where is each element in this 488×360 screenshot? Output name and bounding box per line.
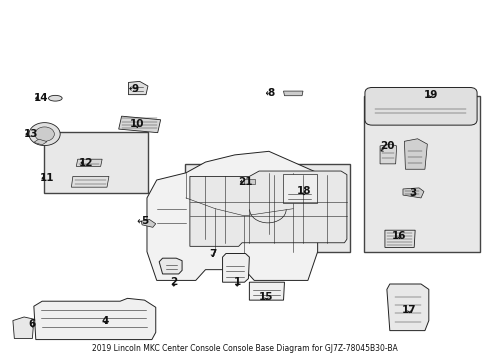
Bar xyxy=(184,163,349,252)
Text: 20: 20 xyxy=(379,141,393,151)
Polygon shape xyxy=(283,91,303,96)
Polygon shape xyxy=(386,284,428,330)
Text: 17: 17 xyxy=(401,305,416,315)
Text: 15: 15 xyxy=(259,292,273,302)
Text: 5: 5 xyxy=(141,216,148,226)
Text: 12: 12 xyxy=(79,158,93,168)
Polygon shape xyxy=(402,188,423,198)
Text: 2: 2 xyxy=(170,277,177,287)
Bar xyxy=(43,132,148,193)
Polygon shape xyxy=(119,116,160,133)
Text: 18: 18 xyxy=(296,186,310,197)
Polygon shape xyxy=(282,174,316,203)
Polygon shape xyxy=(159,258,182,274)
Text: 9: 9 xyxy=(131,84,138,94)
Text: 8: 8 xyxy=(267,88,274,98)
Polygon shape xyxy=(244,179,255,184)
Polygon shape xyxy=(384,230,414,247)
Circle shape xyxy=(29,123,60,145)
Text: 16: 16 xyxy=(391,231,406,240)
Text: 3: 3 xyxy=(408,188,415,198)
Text: 13: 13 xyxy=(23,129,38,139)
Text: 11: 11 xyxy=(40,173,54,183)
Text: 21: 21 xyxy=(238,177,252,187)
Text: 7: 7 xyxy=(209,248,216,258)
Text: 2019 Lincoln MKC Center Console Console Base Diagram for GJ7Z-78045B30-BA: 2019 Lincoln MKC Center Console Console … xyxy=(91,344,397,353)
Polygon shape xyxy=(141,220,156,227)
Text: 14: 14 xyxy=(33,93,48,103)
Text: 4: 4 xyxy=(102,316,109,325)
Polygon shape xyxy=(222,253,249,282)
Polygon shape xyxy=(34,139,47,145)
Polygon shape xyxy=(249,282,284,300)
Polygon shape xyxy=(76,159,102,166)
Polygon shape xyxy=(189,171,346,246)
Polygon shape xyxy=(404,139,427,169)
Polygon shape xyxy=(147,151,317,280)
Text: 1: 1 xyxy=(233,277,240,287)
Polygon shape xyxy=(71,176,109,187)
Text: 6: 6 xyxy=(29,319,36,329)
Polygon shape xyxy=(379,144,396,164)
Text: 10: 10 xyxy=(130,120,144,129)
Polygon shape xyxy=(128,81,148,95)
Polygon shape xyxy=(13,317,34,338)
Ellipse shape xyxy=(48,95,62,101)
Text: 19: 19 xyxy=(423,90,437,100)
FancyBboxPatch shape xyxy=(364,87,476,125)
Circle shape xyxy=(35,127,54,141)
Polygon shape xyxy=(34,298,156,339)
Bar xyxy=(363,96,479,252)
